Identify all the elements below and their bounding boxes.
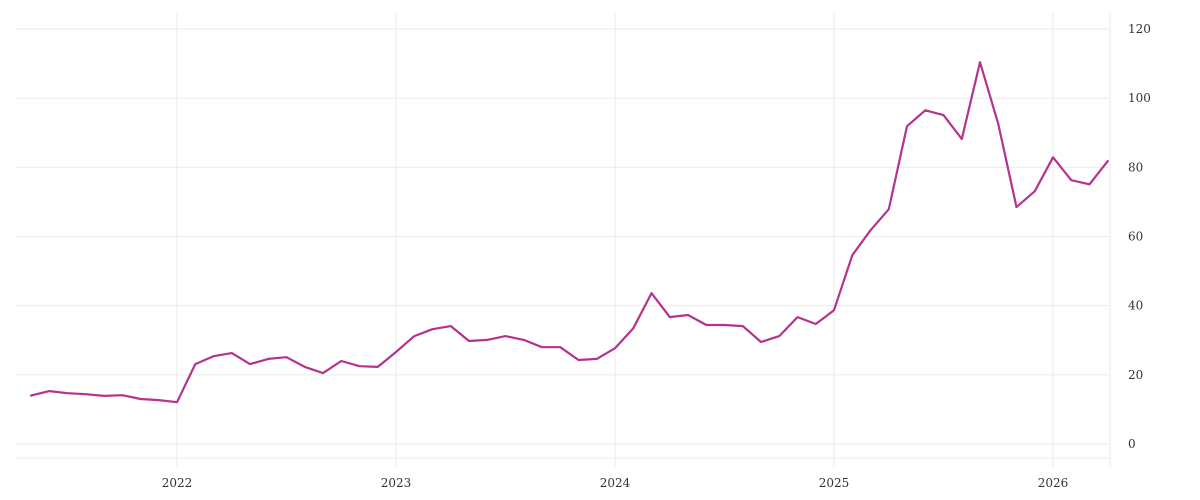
x-tick-label: 2023: [381, 476, 412, 490]
vertical-gridlines: [176, 12, 1054, 467]
x-tick-label: 2026: [1038, 476, 1069, 490]
y-tick-label: 0: [1128, 437, 1136, 451]
y-tick-label: 80: [1128, 160, 1143, 174]
y-tick-label: 120: [1128, 22, 1151, 36]
x-axis-tick-labels: 2022 2023 2024 2025 2026: [162, 476, 1069, 490]
x-tick-label: 2022: [162, 476, 193, 490]
y-tick-label: 20: [1128, 368, 1143, 382]
y-tick-label: 60: [1128, 230, 1143, 244]
x-tick-label: 2024: [600, 476, 631, 490]
y-tick-label: 100: [1128, 91, 1151, 105]
x-tick-label: 2025: [819, 476, 850, 490]
horizontal-gridlines: [15, 28, 1110, 445]
y-axis-tick-labels: 0 20 40 60 80 100 120: [1128, 22, 1151, 451]
y-tick-label: 40: [1128, 299, 1143, 313]
data-series-line: [29, 61, 1109, 404]
